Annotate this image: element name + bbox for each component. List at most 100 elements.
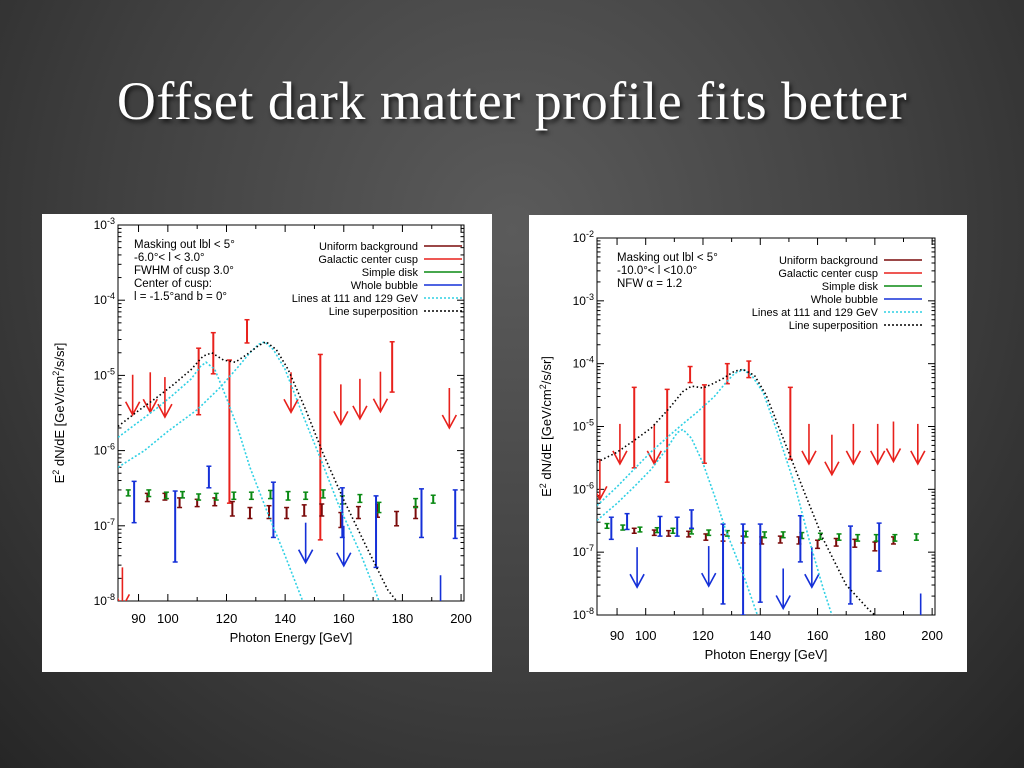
x-axis-label: Photon Energy [GeV] (705, 647, 828, 662)
y-tick-base: 10 (573, 231, 587, 245)
cusp-upper-limit-arrowhead (885, 448, 902, 464)
y-tick-exponent: -6 (107, 442, 115, 452)
y-tick-base: 10 (94, 444, 108, 458)
y-tick-label: 10-8 (573, 606, 594, 622)
slide-title: Offset dark matter profile fits better (116, 71, 908, 131)
annotation-line: Center of cusp: (134, 278, 212, 290)
y-axis-label-part: 2 (538, 483, 548, 488)
left-chart: 10-810-710-610-510-410-390 100 120 140 160 18… (51, 216, 472, 645)
y-tick-exponent: -3 (586, 292, 594, 302)
y-axis-label-part: dN/dE [GeV/cm (52, 376, 67, 470)
cusp-upper-limit-arrowhead (441, 414, 458, 430)
legend-label: Line superposition (789, 320, 878, 332)
cusp-upper-limit-arrowhead (352, 405, 368, 421)
x-tick-label: 90 (610, 628, 624, 643)
y-tick-label: 10-4 (94, 291, 115, 307)
cusp-upper-limit-arrowhead (870, 450, 886, 466)
cusp-upper-limit-arrowhead (118, 593, 131, 601)
y-tick-label: 10-7 (94, 517, 115, 533)
y-tick-base: 10 (94, 293, 108, 307)
y-tick-label: 10-4 (573, 355, 594, 371)
bubble-upper-limit-arrowhead (297, 549, 314, 565)
legend-label: Simple disk (362, 267, 419, 279)
y-tick-label: 10-7 (573, 543, 594, 559)
y-tick-exponent: -4 (107, 291, 115, 301)
cusp-upper-limit-arrowhead (910, 450, 926, 466)
y-tick-label: 10-5 (94, 366, 115, 382)
x-tick-label: 140 (749, 628, 771, 643)
cusp-upper-limit-arrowhead (157, 403, 173, 419)
legend-label: Whole bubble (351, 280, 418, 292)
y-axis-label-part: dN/dE [GeV/cm (539, 389, 554, 483)
left-chart-panel: 10-8 10-7 10-6 10-5 10-4 10-3 90 100 120 140 160 18… (42, 214, 492, 672)
annotation-line: FWHM of cusp 3.0° (134, 265, 234, 277)
cusp-upper-limit-arrowhead (646, 450, 662, 466)
y-tick-base: 10 (94, 594, 108, 608)
cusp-upper-limit-arrowhead (333, 410, 349, 427)
plot-frame (596, 237, 936, 616)
legend-label: Uniform background (319, 241, 418, 253)
legend-label: Uniform background (779, 255, 878, 267)
cusp-upper-limit-arrowhead (124, 401, 141, 417)
cusp-upper-limit-arrowhead (283, 398, 299, 414)
plot-area (118, 318, 458, 615)
y-tick-base: 10 (94, 218, 108, 232)
y-axis-label-part: /s/sr] (539, 356, 554, 384)
cusp-upper-limit-arrowhead (845, 450, 862, 466)
y-tick-base: 10 (573, 482, 587, 496)
bubble-upper-limit-arrowhead (775, 595, 791, 611)
legend-label: Galactic center cusp (318, 254, 418, 266)
lines-curve (118, 361, 304, 601)
y-tick-exponent: -7 (586, 543, 594, 553)
y-axis-label-part: 2 (51, 470, 61, 475)
y-axis-label: E2 dN/dE [GeV/cm2/s/sr] (51, 343, 67, 484)
y-axis-label-part: /s/sr] (52, 343, 67, 371)
annotation-line: NFW α = 1.2 (617, 278, 682, 290)
y-tick-label: 10-3 (94, 216, 115, 232)
y-tick-label: 10-3 (573, 292, 594, 308)
cusp-upper-limit-arrowhead (612, 450, 628, 466)
lines-curve (118, 340, 380, 601)
bubble-upper-limit-arrowhead (701, 572, 717, 588)
y-tick-exponent: -5 (107, 366, 115, 376)
y-tick-exponent: -3 (107, 216, 115, 226)
bubble-upper-limit-arrowhead (434, 602, 448, 615)
x-tick-label: 200 (450, 611, 472, 626)
y-tick-exponent: -4 (586, 355, 594, 365)
y-tick-base: 10 (573, 420, 587, 434)
x-axis-label: Photon Energy [GeV] (230, 630, 353, 645)
x-tick-label: 90 (131, 611, 145, 626)
plot-area (597, 360, 926, 615)
legend-label: Lines at 111 and 129 GeV (292, 293, 419, 305)
x-tick-label: 120 (216, 611, 238, 626)
x-tick-label: 100 (635, 628, 657, 643)
annotation-line: Masking out lbl < 5° (134, 239, 235, 251)
y-tick-label: 10-8 (94, 592, 115, 608)
x-tick-label: 180 (864, 628, 886, 643)
legend-label: Whole bubble (811, 294, 878, 306)
y-tick-exponent: -5 (586, 418, 594, 428)
x-tick-label: 140 (274, 611, 296, 626)
y-axis-label-part: 2 (51, 371, 61, 376)
y-tick-exponent: -6 (586, 480, 594, 490)
x-tick-label: 200 (921, 628, 943, 643)
superposition-curve (118, 340, 398, 601)
y-tick-exponent: -8 (586, 606, 594, 616)
y-tick-base: 10 (94, 519, 108, 533)
y-tick-exponent: -8 (107, 592, 115, 602)
y-axis-label-part: 2 (538, 384, 548, 389)
x-tick-label: 160 (807, 628, 829, 643)
y-tick-exponent: -2 (586, 229, 594, 239)
x-tick-label: 120 (692, 628, 714, 643)
bubble-upper-limit-arrowhead (629, 573, 645, 589)
cusp-upper-limit-arrowhead (597, 485, 608, 502)
y-tick-base: 10 (573, 608, 587, 622)
y-tick-exponent: -7 (107, 517, 115, 527)
bubble-upper-limit-arrowhead (804, 573, 820, 589)
cusp-upper-limit-arrowhead (372, 398, 389, 414)
right-chart: 10-810-710-610-510-410-310-290 100 120 140 1… (538, 229, 943, 662)
y-tick-label: 10-2 (573, 229, 594, 245)
annotation-line: l = -1.5°and b = 0° (134, 291, 227, 303)
annotation-line: Masking out lbl < 5° (617, 252, 718, 264)
y-tick-label: 10-5 (573, 418, 594, 434)
